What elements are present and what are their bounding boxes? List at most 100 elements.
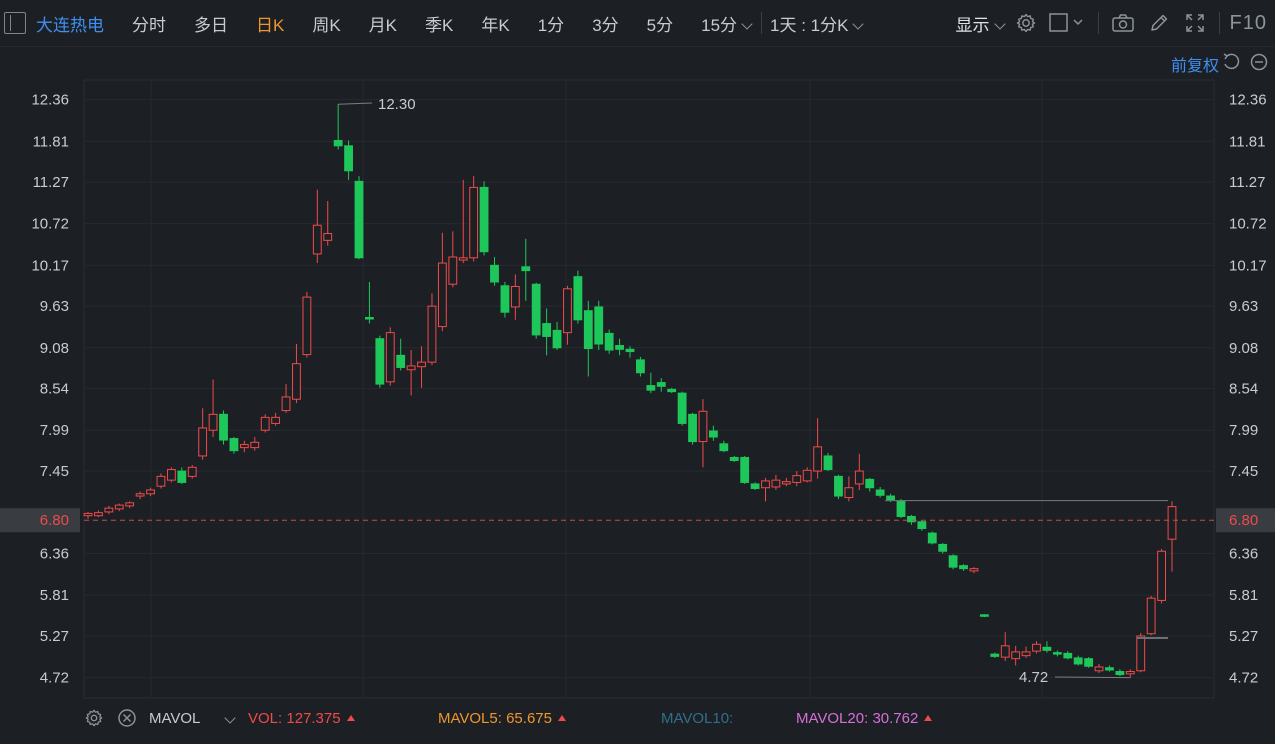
pencil-icon[interactable]: [1141, 0, 1177, 46]
candle: [667, 387, 677, 394]
range-selector[interactable]: 1天 : 1分K: [768, 11, 876, 36]
candle-body: [792, 475, 802, 483]
candle-body: [385, 332, 395, 383]
close-icon[interactable]: [117, 708, 137, 728]
display-dropdown[interactable]: 显示: [956, 11, 1008, 36]
candle: [521, 238, 531, 301]
chart-grid: [83, 79, 1215, 699]
tab-5min[interactable]: 5分: [646, 15, 674, 35]
candle-body: [719, 443, 729, 452]
stock-name[interactable]: 大连热电: [36, 15, 104, 35]
tab-3min[interactable]: 3分: [592, 15, 619, 35]
indicator-name[interactable]: MAVOL: [149, 710, 201, 727]
y-tick-label-right: 9.63: [1229, 298, 1258, 315]
layout-select[interactable]: [1044, 0, 1092, 46]
tab-yearly-k[interactable]: 年K: [481, 15, 510, 35]
candle: [219, 410, 228, 445]
candle: [792, 471, 802, 487]
candle: [365, 281, 374, 324]
candle: [323, 201, 333, 246]
candle-series: [83, 104, 1177, 678]
camera-icon[interactable]: [1105, 0, 1141, 46]
candle: [94, 510, 103, 518]
candle: [271, 412, 281, 426]
candle-body: [729, 456, 739, 461]
adjust-mode-button[interactable]: 前复权: [1170, 58, 1219, 75]
y-tick-label-left: 11.27: [33, 174, 69, 191]
candle: [83, 511, 93, 519]
candle: [417, 346, 426, 388]
candle-body: [875, 489, 885, 496]
candle: [500, 281, 510, 318]
tab-quarterly-k[interactable]: 季K: [425, 15, 454, 35]
tab-weekly-k[interactable]: 周K: [312, 15, 341, 35]
candle: [542, 308, 552, 356]
candle-body: [1021, 651, 1031, 657]
tab-15min-label: 15分: [701, 15, 738, 35]
candle: [375, 335, 385, 388]
candle: [187, 465, 197, 479]
vol-label: VOL:: [248, 710, 283, 727]
y-tick-label-right: 10.17: [1229, 257, 1267, 274]
candle: [813, 418, 823, 479]
chevron-down-icon: [852, 17, 865, 30]
candle-body: [437, 262, 447, 328]
candle: [1073, 655, 1083, 666]
y-tick-label-right: 7.99: [1229, 422, 1258, 439]
candle-body: [1146, 597, 1156, 635]
candle: [625, 346, 635, 358]
candle-body: [802, 469, 812, 482]
candle: [1094, 663, 1104, 674]
tab-1min[interactable]: 1分: [537, 15, 565, 35]
candle: [292, 343, 301, 403]
fullscreen-icon[interactable]: [1177, 0, 1213, 46]
candle: [1115, 669, 1125, 677]
candle: [990, 652, 1000, 658]
current-price-label-left: 6.80: [40, 512, 69, 529]
candle-body: [771, 479, 781, 488]
candle-body: [94, 512, 103, 517]
gear-icon[interactable]: [84, 708, 104, 728]
candlestick-chart[interactable]: 12.36 11.81 11.27 10.72 10.17 9.63 9.08 8.54 7.9…: [0, 46, 1275, 706]
f10-button[interactable]: F10: [1229, 11, 1267, 34]
tab-monthly-k[interactable]: 月K: [368, 15, 398, 35]
y-tick-label-left: 6.36: [40, 546, 69, 563]
candle: [469, 176, 479, 262]
mavol5-label: MAVOL5:: [438, 710, 502, 727]
tab-multi-day[interactable]: 多日: [194, 15, 228, 35]
candle: [781, 477, 791, 487]
tab-daily-k[interactable]: 日K: [256, 15, 285, 35]
mavol20-label: MAVOL20:: [796, 710, 869, 727]
candle-body: [740, 456, 750, 483]
candle-body: [667, 388, 677, 393]
candle: [510, 274, 520, 320]
candle-body: [907, 515, 916, 523]
candle-body: [250, 441, 260, 449]
candle-body: [323, 233, 333, 241]
candle: [250, 437, 260, 451]
sidebar-toggle-icon[interactable]: [4, 12, 26, 34]
tab-intraday[interactable]: 分时: [132, 15, 166, 35]
candle: [198, 408, 208, 460]
candle: [1063, 651, 1073, 660]
divider: [1218, 12, 1220, 34]
candle-body: [177, 470, 187, 483]
candle-body: [344, 145, 353, 172]
candle-body: [166, 469, 176, 481]
candle-body: [490, 264, 499, 283]
chevron-down-icon[interactable]: [224, 712, 236, 724]
tab-15min[interactable]: 15分: [687, 11, 755, 36]
candle-body: [302, 296, 312, 356]
candle-body: [761, 480, 770, 489]
gear-icon[interactable]: [1008, 0, 1044, 46]
zoom-out-icon[interactable]: [1249, 52, 1269, 72]
undo-icon[interactable]: [1221, 52, 1241, 72]
candle-body: [375, 338, 385, 385]
candle: [146, 487, 155, 497]
candle: [969, 567, 979, 574]
candle: [907, 514, 916, 525]
candle: [844, 476, 854, 502]
candle: [771, 474, 781, 490]
candle-body: [854, 470, 864, 485]
candle: [854, 453, 864, 490]
